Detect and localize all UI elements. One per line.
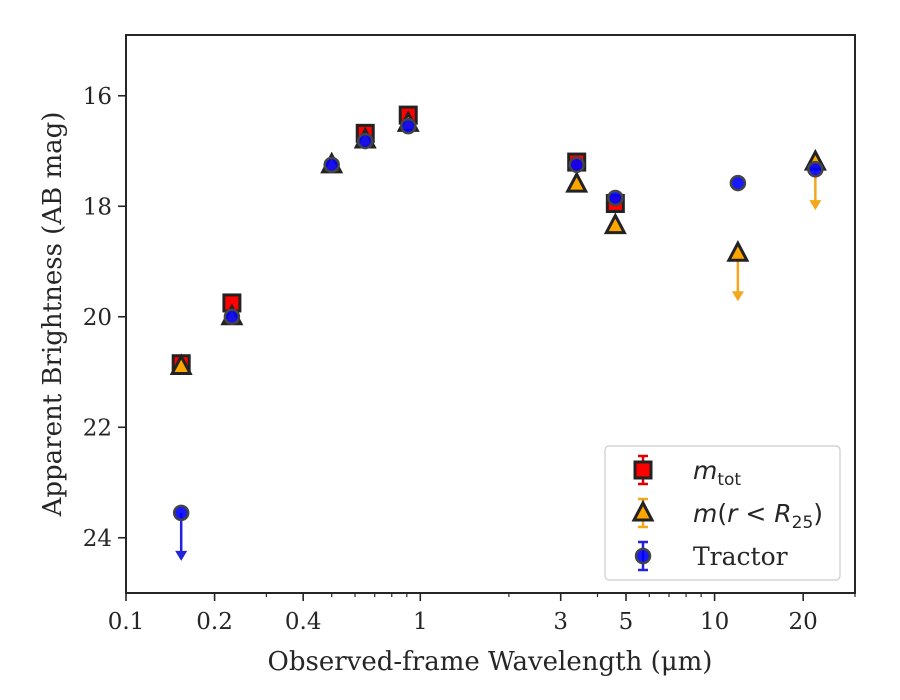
data-point-triangle <box>726 240 750 262</box>
x-tick-label: 1 <box>413 609 428 635</box>
data-point-circle <box>399 117 417 135</box>
x-tick-label: 0.1 <box>108 609 145 635</box>
legend-box <box>604 445 841 581</box>
legend-label-mr25: m(r < R25) <box>693 499 823 533</box>
legend-marker-triangle <box>631 499 655 522</box>
data-point-circle <box>223 308 241 326</box>
legend-label-mtot: mtot <box>693 456 741 490</box>
data-point-triangle <box>603 212 627 235</box>
x-tick-label: 0.4 <box>285 609 322 635</box>
y-tick-label: 20 <box>83 305 112 331</box>
x-tick-label: 10 <box>700 609 729 635</box>
data-point-circle <box>172 504 190 522</box>
x-tick-label: 3 <box>553 609 568 635</box>
legend-label-tractor: Tractor <box>693 542 788 571</box>
y-axis-label: Apparent Brightness (AB mag) <box>38 112 68 518</box>
data-point-triangle <box>565 170 589 193</box>
axis-ticks: 0.1 0.2 0.4 1 3 5 10 20 16 18 20 22 24 <box>83 84 856 635</box>
x-axis-label: Observed-frame Wavelength (μm) <box>268 647 713 677</box>
legend-marker-circle <box>634 547 652 565</box>
data-point-circle <box>607 189 624 207</box>
data-point-circle <box>568 156 585 174</box>
data-point-circle <box>356 132 374 150</box>
y-tick-label: 18 <box>83 194 112 220</box>
data-point-circle <box>323 156 340 174</box>
x-tick-label: 0.2 <box>196 609 233 635</box>
data-point-circle <box>729 174 747 192</box>
series-circle <box>172 117 824 561</box>
x-tick-label: 5 <box>619 609 634 635</box>
plot-frame <box>125 34 856 594</box>
upper-limit-arrow-head <box>731 291 744 302</box>
x-tick-label: 20 <box>789 609 818 635</box>
y-tick-label: 16 <box>83 84 112 110</box>
series-triangle <box>169 110 827 375</box>
legend-marker-square <box>633 460 653 480</box>
data-point-circle <box>807 161 824 178</box>
y-tick-label: 22 <box>83 415 112 441</box>
y-tick-label: 24 <box>83 526 112 552</box>
upper-limit-arrow-head <box>175 550 188 561</box>
legend: mtot m(r < R25) Tractor <box>604 445 841 581</box>
data-marks <box>169 105 827 561</box>
upper-limit-arrow-head <box>809 200 822 211</box>
series-square <box>171 105 625 374</box>
data-point-triangle <box>169 353 193 375</box>
